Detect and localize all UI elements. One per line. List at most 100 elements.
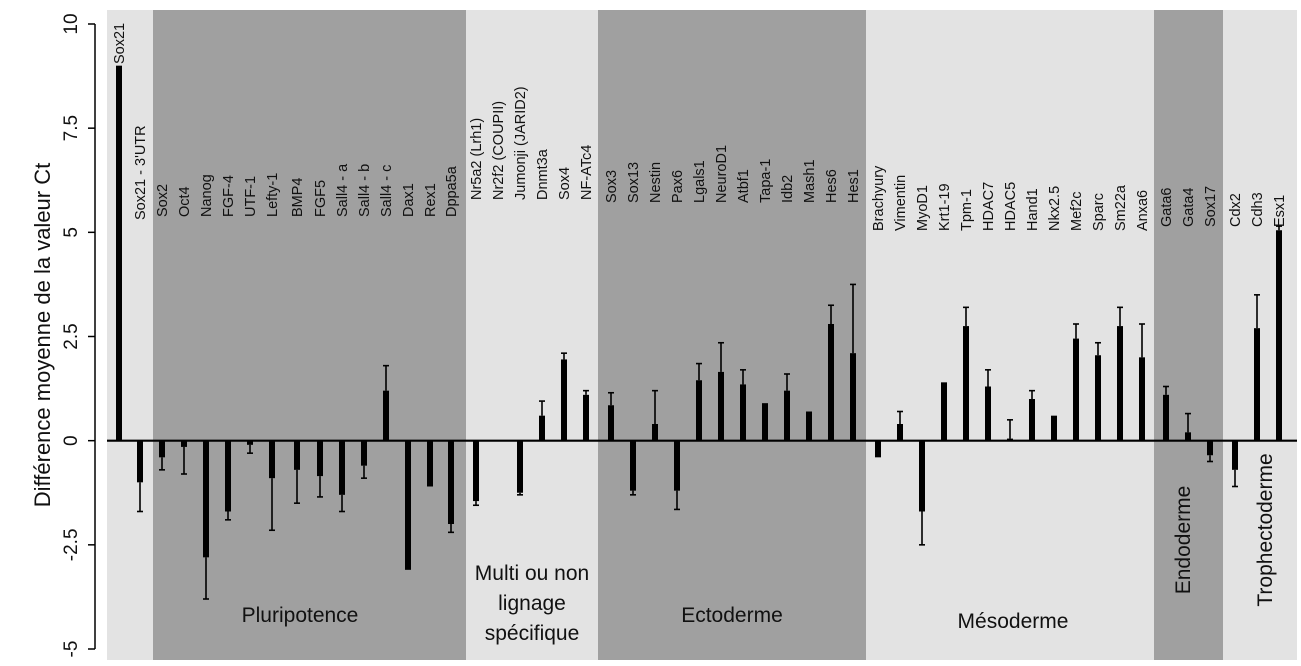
gene-label-tapa-1: Tapa-1 <box>758 159 774 203</box>
gene-label-hes1: Hes1 <box>846 169 862 203</box>
bar-myod1 <box>919 440 925 512</box>
group-label-mésoderme: Mésoderme <box>958 610 1069 633</box>
gene-label-lgals1: Lgals1 <box>692 160 708 203</box>
y-tick-label: 5 <box>61 227 82 238</box>
gene-label-tpm-1: Tpm-1 <box>959 189 975 231</box>
bar-hes6 <box>828 324 834 441</box>
bar-gata6 <box>1163 394 1169 441</box>
gene-label-atbf1: Atbf1 <box>736 169 752 203</box>
bar-lefty-1 <box>269 440 275 479</box>
bar-sox2 <box>159 440 165 458</box>
gene-label-nr2f2-coupii: Nr2f2 (COUPII) <box>491 101 507 200</box>
y-axis-title: Différence moyenne de la valeur Ct <box>30 163 55 507</box>
gene-label-cdx2: Cdx2 <box>1228 193 1244 227</box>
bar-gata4 <box>1185 432 1191 441</box>
gene-label-utf-1: UTF-1 <box>243 176 259 217</box>
gene-label-sm22a: Sm22a <box>1113 184 1129 231</box>
bar-fgf-4 <box>225 440 231 512</box>
gene-label-hdac7: HDAC7 <box>981 182 997 231</box>
gene-label-rex1: Rex1 <box>423 183 439 217</box>
gene-label-sox13: Sox13 <box>626 162 642 203</box>
group-band-sox21 <box>107 10 153 660</box>
bar-sm22a <box>1117 326 1123 441</box>
gene-label-mash1: Mash1 <box>802 159 818 203</box>
bar-lgals1 <box>696 380 702 441</box>
bar-tpm-1 <box>963 326 969 441</box>
gene-label-nestin: Nestin <box>648 162 664 203</box>
gene-label-nanog: Nanog <box>199 174 215 217</box>
bar-vimentin <box>897 424 903 441</box>
gene-label-krt1-19: Krt1-19 <box>937 183 953 231</box>
bar-utf-1 <box>247 440 253 445</box>
bar-sall4-c <box>383 390 389 441</box>
bar-sox4 <box>561 359 567 441</box>
group-band-mésoderme <box>866 10 1154 660</box>
y-tick-label: 0 <box>61 435 82 446</box>
gene-label-anxa6: Anxa6 <box>1135 190 1151 231</box>
bar-sparc <box>1095 355 1101 441</box>
bar-rex1 <box>427 440 433 487</box>
y-tick-label: 2.5 <box>61 323 82 349</box>
group-label-pluripotence: Pluripotence <box>242 604 359 627</box>
gene-label-pax6: Pax6 <box>670 170 686 203</box>
y-tick-label: 7.5 <box>61 115 82 141</box>
bar-bmp4 <box>294 440 300 470</box>
bar-fgf5 <box>317 440 323 477</box>
gene-label-hes6: Hes6 <box>824 169 840 203</box>
group-band-endoderme <box>1154 10 1223 660</box>
gene-label-mef2c: Mef2c <box>1069 192 1085 232</box>
bar-hdac5 <box>1007 438 1013 441</box>
gene-label-neurod1: NeuroD1 <box>714 145 730 203</box>
bar-tapa-1 <box>762 403 768 441</box>
gene-label-sall4-c: Sall4 - c <box>379 165 395 217</box>
gene-label-esx1: Esx1 <box>1272 195 1288 227</box>
bar-nr5a2-lrh1 <box>473 440 479 502</box>
bar-nf-atc4 <box>583 394 589 441</box>
gene-label-sparc: Sparc <box>1091 193 1107 231</box>
gene-label-nf-atc4: NF-ATc4 <box>579 145 595 200</box>
bar-sox21-3-utr <box>137 440 143 483</box>
bar-esx1 <box>1276 230 1282 441</box>
gene-label-gata4: Gata4 <box>1181 188 1197 228</box>
y-tick-label: -5 <box>61 641 82 658</box>
group-label-trophectoderme: Trophectoderme <box>1254 453 1277 606</box>
bar-sox3 <box>608 405 614 441</box>
gene-label-gata6: Gata6 <box>1159 188 1175 228</box>
gene-label-sox4: Sox4 <box>557 167 573 200</box>
gene-label-brachyury: Brachyury <box>871 165 887 231</box>
gene-label-lefty-1: Lefty-1 <box>265 173 281 217</box>
bar-idb2 <box>784 390 790 441</box>
group-label-multi: Multi ou non lignage spécifique <box>475 562 589 645</box>
bar-jumonji-jarid2 <box>517 440 523 493</box>
gene-label-sox21-3-utr: Sox21 - 3'UTR <box>133 125 149 220</box>
gene-label-myod1: MyoD1 <box>915 185 931 231</box>
bar-sall4-b <box>361 440 367 466</box>
bar-hes1 <box>850 353 856 441</box>
bar-hand1 <box>1029 399 1035 441</box>
gene-label-sox2: Sox2 <box>155 184 171 217</box>
gene-label-idb2: Idb2 <box>780 175 796 203</box>
bar-dppa5a <box>448 440 454 524</box>
bar-nestin <box>652 424 658 441</box>
bar-dnmt3a <box>539 415 545 441</box>
group-band-ectoderme <box>598 10 866 660</box>
group-band-multi <box>466 10 598 660</box>
gene-label-vimentin: Vimentin <box>893 175 909 231</box>
bar-sall4-a <box>339 440 345 495</box>
gene-label-sall4-b: Sall4 - b <box>357 164 373 217</box>
bar-dax1 <box>405 440 411 570</box>
gene-label-sox21: Sox21 <box>112 23 128 64</box>
bar-brachyury <box>875 440 881 458</box>
bar-sox13 <box>630 440 636 491</box>
gene-label-cdh3: Cdh3 <box>1250 192 1266 227</box>
gene-label-hand1: Hand1 <box>1025 188 1041 231</box>
group-label-ectoderme: Ectoderme <box>681 604 783 627</box>
group-band-pluripotence <box>153 10 466 660</box>
bar-cdh3 <box>1254 328 1260 441</box>
bar-nkx2-5 <box>1051 415 1057 441</box>
bar-nanog <box>203 440 209 558</box>
bar-hdac7 <box>985 386 991 441</box>
gene-label-sall4-a: Sall4 - a <box>335 163 351 217</box>
gene-label-fgf-4: FGF-4 <box>221 175 237 217</box>
